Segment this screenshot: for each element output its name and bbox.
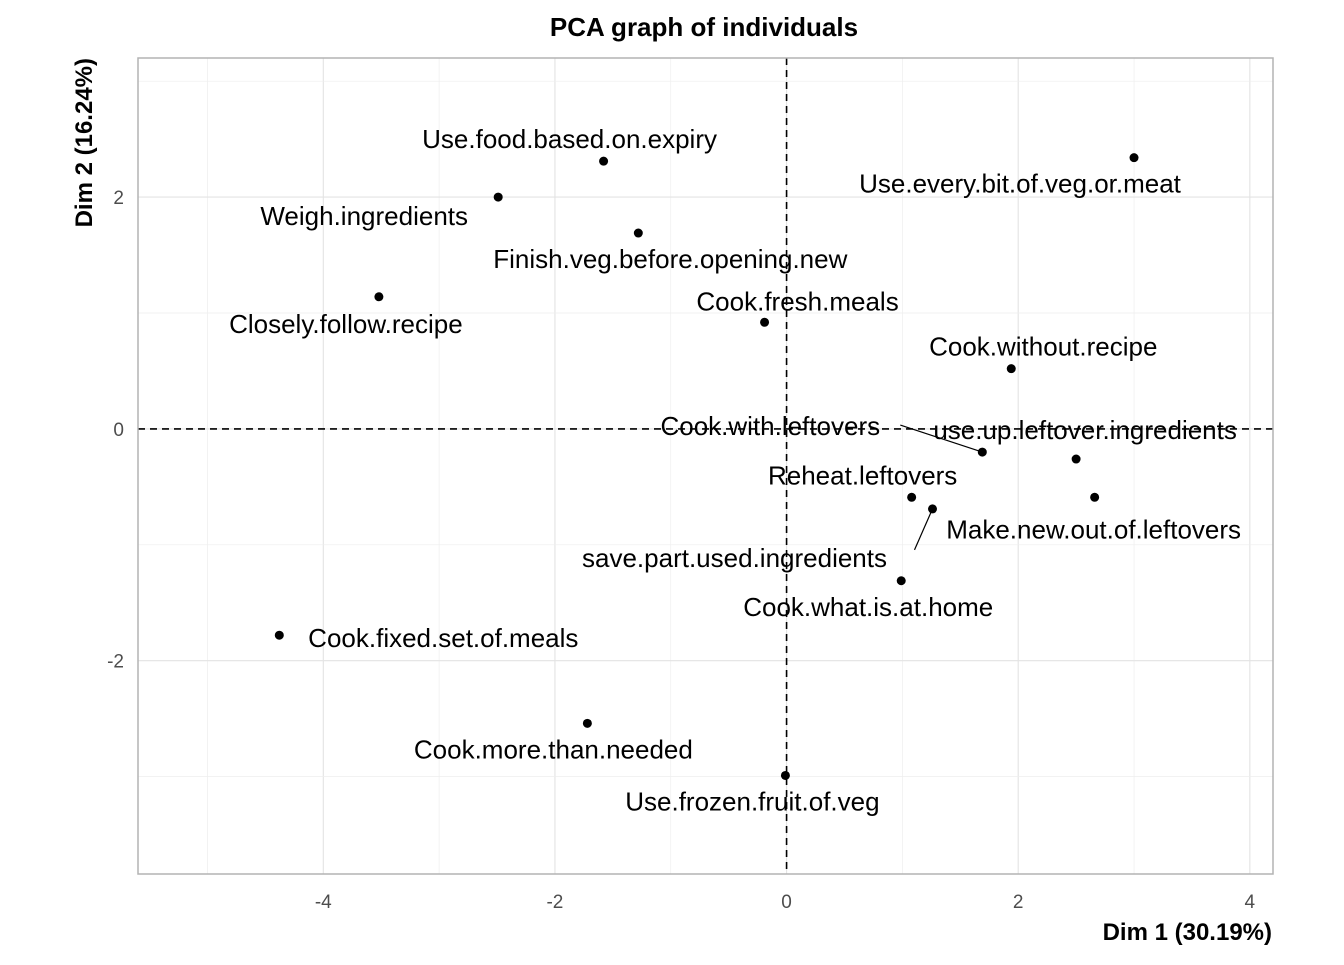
point-10 — [1090, 492, 1100, 502]
point-2 — [493, 192, 503, 202]
point-label-12: Cook.what.is.at.home — [743, 592, 993, 622]
chart-title: PCA graph of individuals — [550, 12, 858, 42]
point-label-3: Finish.veg.before.opening.new — [493, 244, 847, 274]
y-tick-label: 2 — [113, 188, 124, 209]
point-label-10: Make.new.out.of.leftovers — [946, 514, 1241, 544]
point-label-9: Reheat.leftovers — [768, 460, 957, 490]
x-tick-label: -2 — [546, 892, 563, 913]
x-axis-title: Dim 1 (30.19%) — [1103, 919, 1272, 946]
x-tick-label: -4 — [315, 892, 332, 913]
y-tick-label: -2 — [107, 652, 124, 673]
y-tick-label: 0 — [113, 420, 124, 441]
point-label-13: Cook.fixed.set.of.meals — [308, 623, 578, 653]
reference-lines — [138, 58, 1273, 874]
point-12 — [896, 576, 906, 586]
point-5 — [760, 317, 770, 327]
point-label-15: Use.frozen.fruit.of.veg — [625, 786, 879, 816]
point-label-11: save.part.used.ingredients — [582, 543, 887, 573]
leader-line-11 — [913, 508, 934, 551]
points — [274, 153, 1139, 780]
tick-labels: -4 -2 0 2 4 -2 0 2 — [107, 188, 1255, 913]
panel-border — [137, 57, 1274, 875]
point-label-2: Weigh.ingredients — [260, 201, 468, 231]
point-0 — [599, 156, 609, 166]
point-1 — [1129, 153, 1139, 163]
point-label-0: Use.food.based.on.expiry — [422, 124, 717, 154]
point-3 — [633, 228, 643, 238]
x-tick-label: 2 — [1013, 892, 1024, 913]
point-14 — [582, 718, 592, 728]
x-tick-label: 0 — [781, 892, 792, 913]
point-label-1: Use.every.bit.of.veg.or.meat — [859, 169, 1182, 199]
point-label-5: Cook.fresh.meals — [696, 286, 898, 316]
point-label-7: Cook.with.leftovers — [660, 411, 880, 441]
point-label-8: use.up.leftover.ingredients — [933, 415, 1237, 445]
leader-line-7 — [900, 424, 983, 453]
label-leaders — [900, 424, 983, 551]
point-4 — [374, 292, 384, 302]
point-15 — [780, 770, 790, 780]
point-11 — [928, 504, 937, 514]
y-axis-title: Dim 2 (16.24%) — [71, 58, 98, 227]
point-label-6: Cook.without.recipe — [929, 332, 1157, 362]
point-13 — [274, 630, 284, 640]
point-7 — [977, 447, 987, 457]
point-label-14: Cook.more.than.needed — [414, 734, 693, 764]
point-labels: Use.food.based.on.expiry Use.every.bit.of… — [229, 124, 1241, 816]
x-tick-label: 4 — [1245, 892, 1256, 913]
point-8 — [1071, 454, 1081, 464]
point-9 — [907, 492, 917, 502]
point-6 — [1006, 364, 1016, 374]
point-label-4: Closely.follow.recipe — [229, 309, 463, 339]
